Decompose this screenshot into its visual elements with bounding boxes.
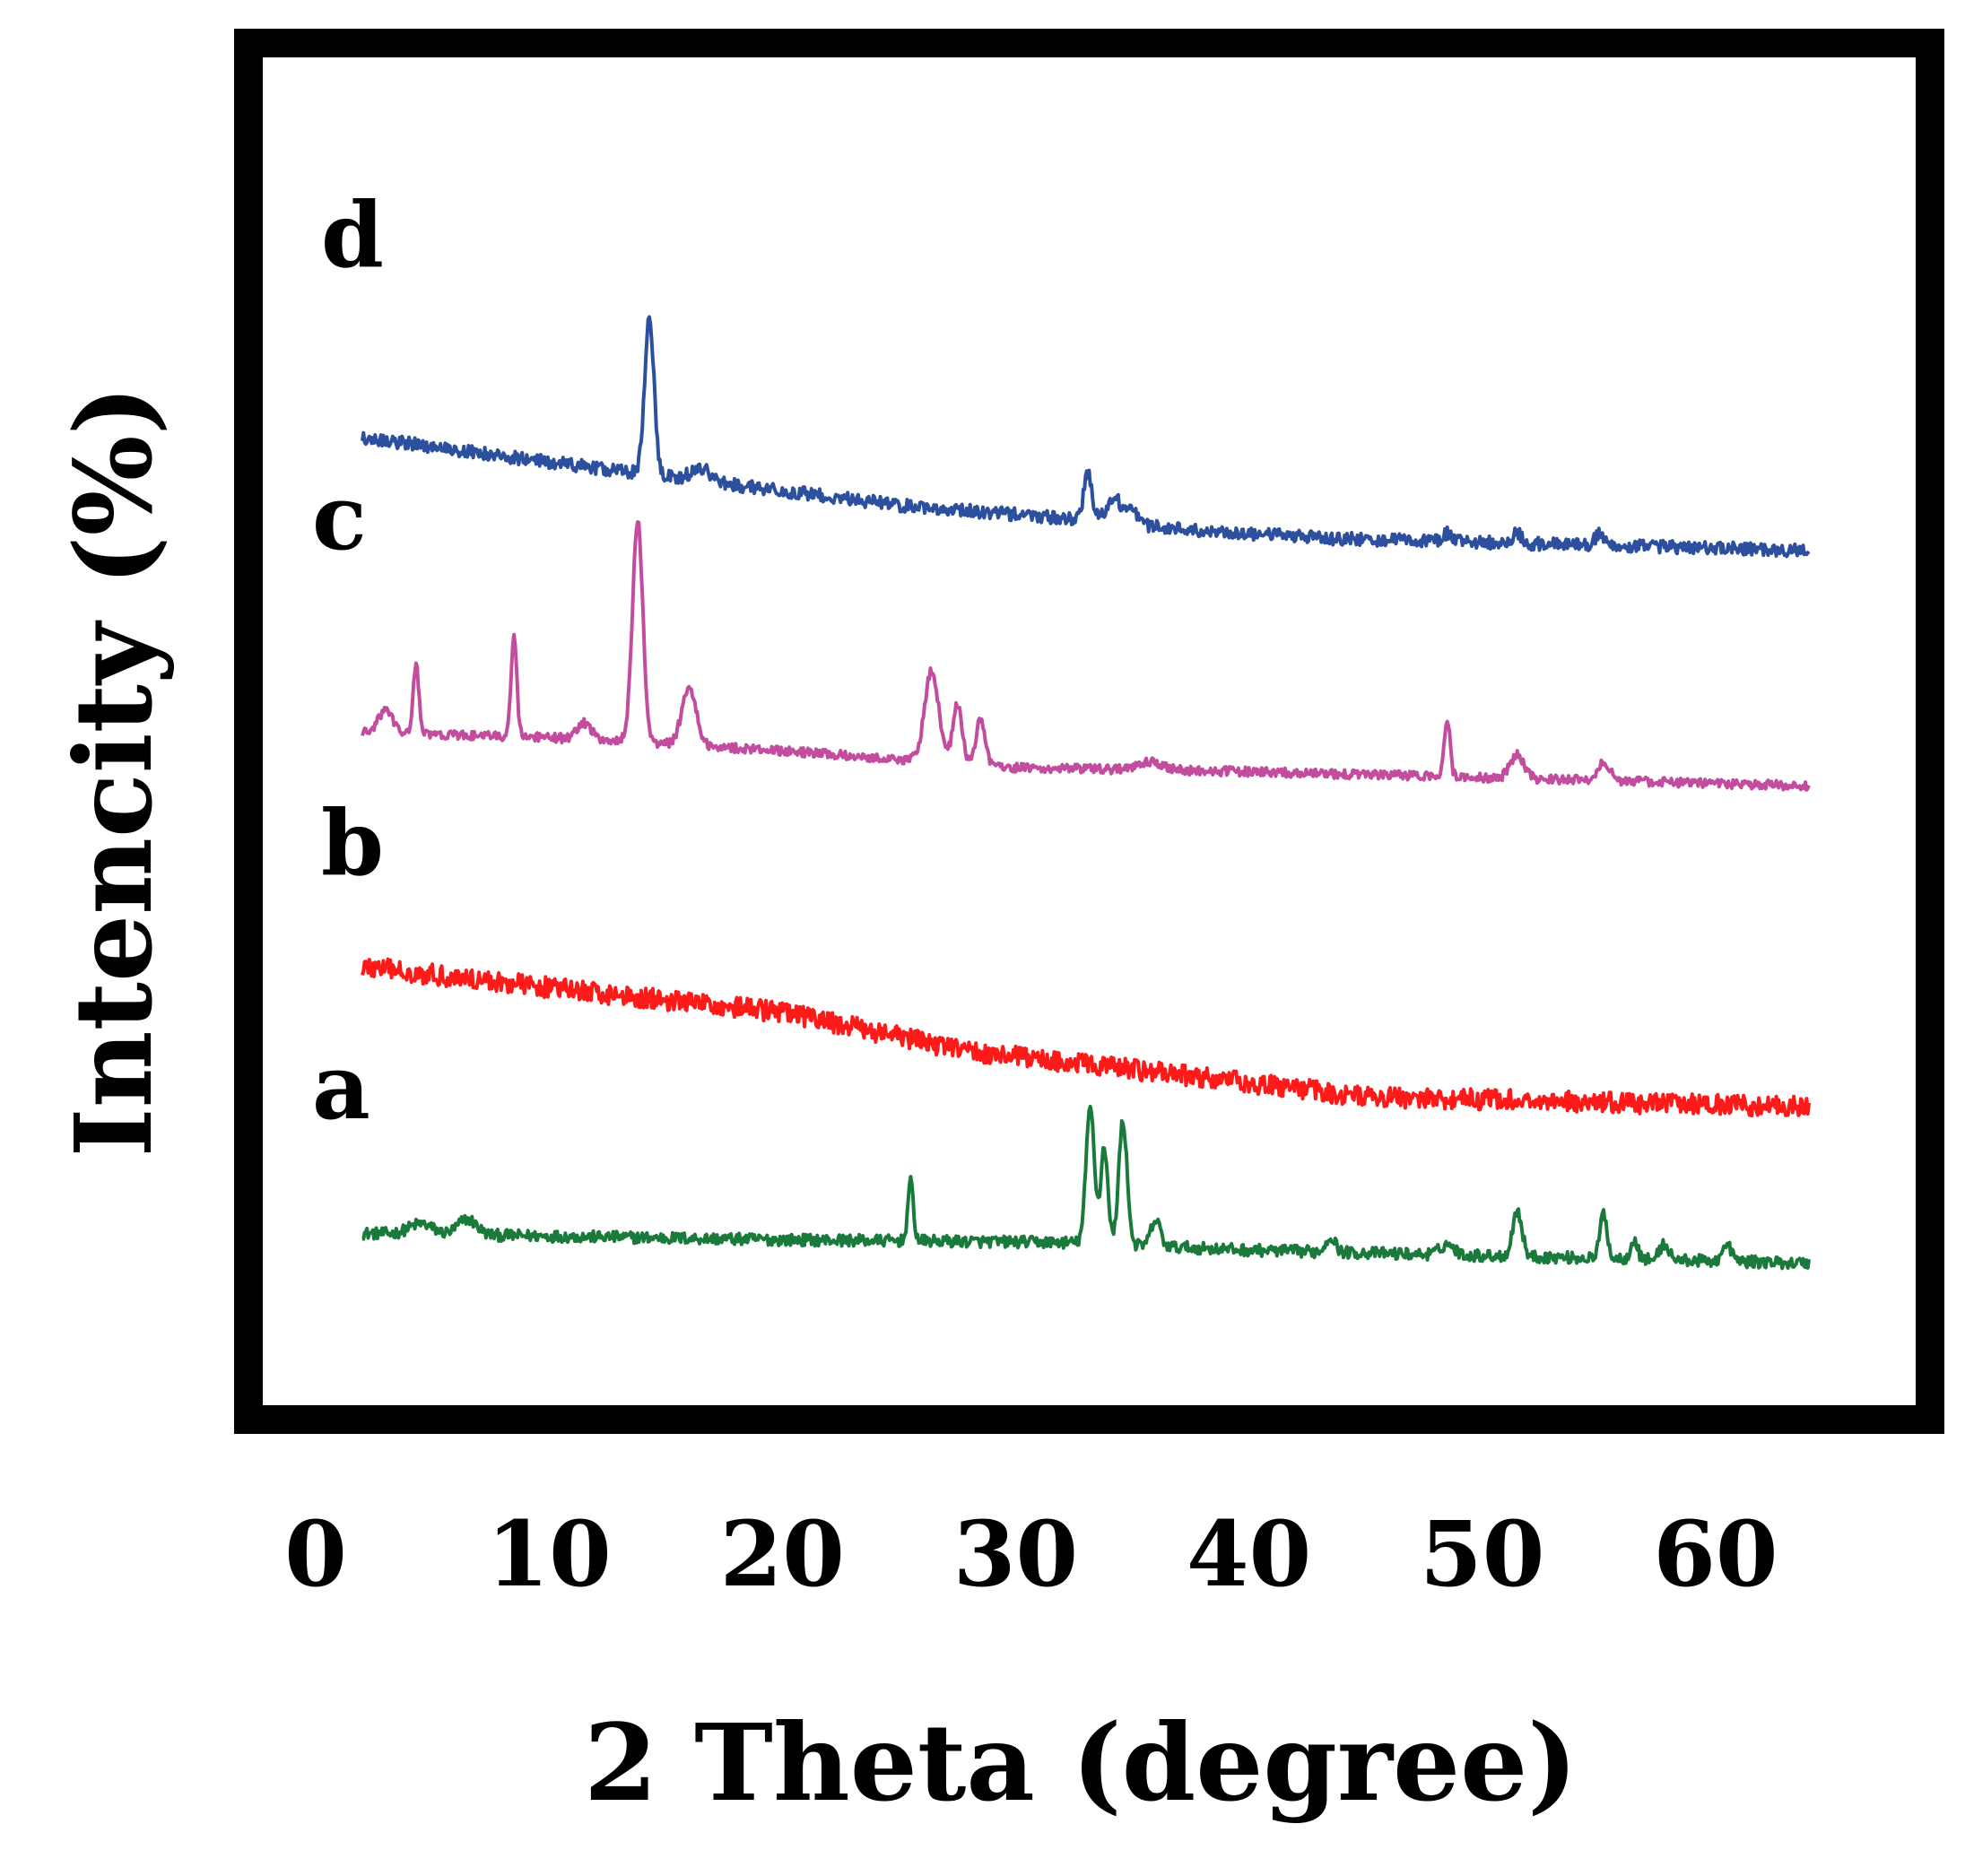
- series-label-c: c: [312, 465, 367, 570]
- series-label-a: a: [312, 1034, 370, 1140]
- series-label-b: b: [321, 790, 384, 896]
- y-axis-title: Intencity (%): [51, 386, 176, 1158]
- x-tick-label: 60: [1653, 1501, 1778, 1607]
- x-tick-label: 50: [1420, 1501, 1544, 1607]
- x-axis-title: 2 Theta (degree): [584, 1700, 1578, 1825]
- plot-frame: [234, 29, 1944, 1434]
- series-line-c: [361, 520, 1811, 792]
- x-tick-label: 40: [1187, 1501, 1311, 1607]
- series-line-d: [361, 315, 1811, 559]
- x-tick-labels: 0 10 20 30 40 50 60: [284, 1501, 1778, 1607]
- x-tick-label: 0: [284, 1501, 347, 1607]
- series-label-d: d: [321, 182, 384, 288]
- series-group: [361, 315, 1811, 1271]
- x-tick-label: 10: [487, 1501, 612, 1607]
- x-tick-label: 20: [720, 1501, 845, 1607]
- series-line-a: [361, 1104, 1811, 1271]
- series-line-b: [361, 957, 1811, 1118]
- x-tick-label: 30: [953, 1501, 1078, 1607]
